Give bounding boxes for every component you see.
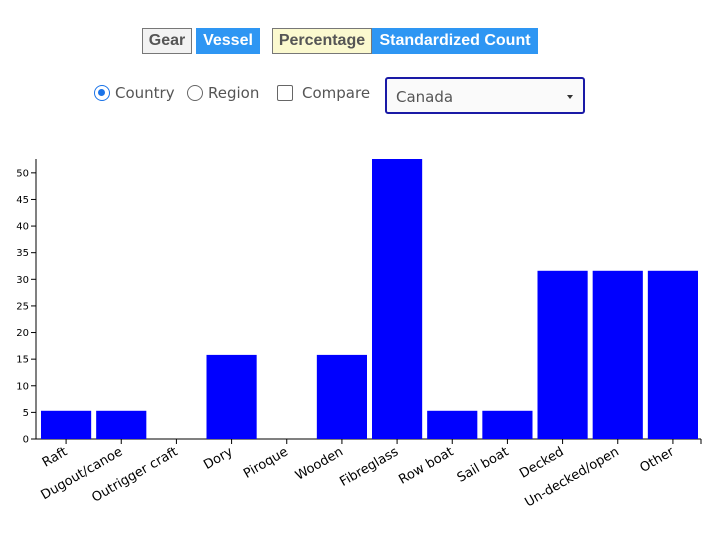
y-tick-label: 10: [16, 381, 29, 392]
bar: [41, 410, 92, 439]
compare-checkbox-label: Compare: [302, 84, 371, 102]
y-tick-label: 40: [16, 222, 29, 233]
y-tick-label: 30: [16, 275, 29, 286]
y-tick-label: 50: [16, 168, 29, 179]
y-tick-label: 0: [23, 435, 29, 446]
bar: [372, 159, 423, 439]
y-tick-label: 20: [16, 328, 29, 339]
chevron-down-icon: [567, 95, 573, 99]
standardized-count-toggle-button[interactable]: Standardized Count: [372, 28, 538, 54]
country-radio[interactable]: [94, 85, 110, 101]
x-tick-label: Sail boat: [455, 444, 512, 485]
y-tick-label: 15: [16, 355, 29, 366]
x-tick-label: Row boat: [396, 444, 456, 487]
x-tick-label: Fibreglass: [337, 444, 401, 490]
x-tick-label: Piroque: [241, 444, 291, 481]
bar: [96, 410, 147, 439]
country-radio-label: Country: [115, 84, 175, 102]
bar: [482, 410, 533, 439]
region-radio-label: Region: [208, 84, 260, 102]
bar: [537, 270, 588, 439]
country-select[interactable]: Canada: [385, 77, 585, 114]
x-tick-label: Raft: [40, 444, 70, 470]
gear-toggle-button[interactable]: Gear: [142, 28, 192, 54]
x-tick-label: Un-decked/open: [522, 444, 621, 510]
region-option[interactable]: Region: [187, 82, 259, 104]
y-tick-label: 35: [16, 248, 29, 259]
compare-checkbox[interactable]: [277, 85, 293, 101]
y-tick-label: 25: [16, 301, 29, 312]
bar: [206, 354, 257, 439]
bar: [427, 410, 478, 439]
compare-option[interactable]: Compare: [277, 82, 370, 104]
bar: [316, 354, 367, 439]
bar: [592, 270, 643, 439]
percentage-toggle-button[interactable]: Percentage: [272, 28, 372, 54]
bar: [647, 270, 698, 439]
y-tick-label: 5: [23, 408, 29, 419]
y-tick-label: 45: [16, 195, 29, 206]
country-option[interactable]: Country: [94, 82, 175, 104]
x-tick-label: Other: [637, 444, 677, 476]
x-tick-label: Dory: [201, 444, 236, 473]
region-radio[interactable]: [187, 85, 203, 101]
country-select-value: Canada: [396, 88, 454, 106]
vessel-toggle-button[interactable]: Vessel: [196, 28, 260, 54]
